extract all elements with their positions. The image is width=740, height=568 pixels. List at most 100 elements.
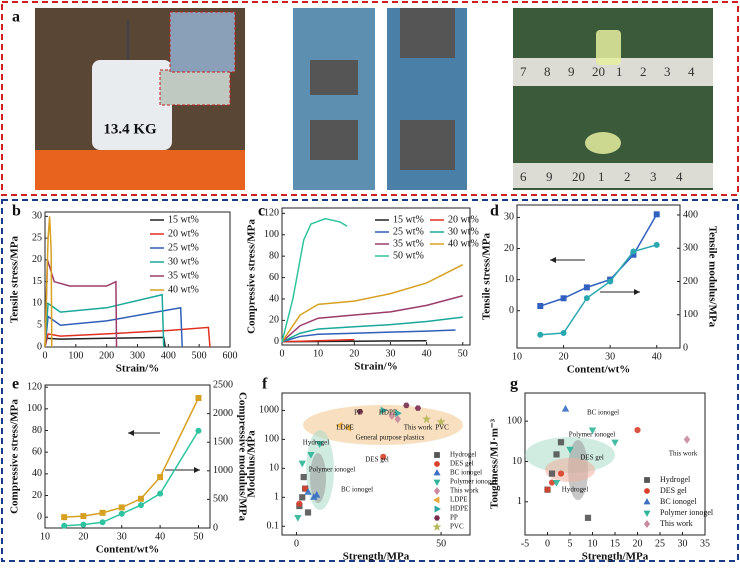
ruler-digit: 20: [572, 169, 585, 184]
x-tick-label: 50: [193, 531, 203, 542]
y-tick-label: 120: [264, 208, 279, 219]
legend-swatch: [643, 498, 651, 505]
marker: [548, 470, 556, 477]
marker: [335, 421, 343, 430]
photo-3: [513, 8, 713, 190]
legend-label: BC ionogel: [660, 497, 697, 506]
x-tick-label: 0: [43, 350, 48, 361]
legend-label: Hydrogel: [450, 451, 476, 459]
ruler-digit: 20: [592, 64, 605, 79]
annotation: LDPE: [336, 424, 354, 432]
chart: c 0 10 20 30 40 50 0 20 40 60 80 100 120 Strain/% Compr…: [246, 203, 479, 373]
legend-swatch: [643, 520, 651, 528]
marker: [299, 494, 306, 501]
series-line: [281, 316, 463, 343]
series-line: [281, 329, 456, 343]
arrow-head: [550, 257, 556, 263]
marker: [99, 509, 106, 516]
y2-tick-label: 200: [683, 276, 698, 287]
marker: [653, 241, 660, 248]
marker: [157, 490, 164, 497]
legend-swatch: [434, 515, 440, 521]
x-tick-label: 500: [192, 350, 207, 361]
legend-label: This work: [660, 519, 693, 528]
y2-tick-label: 500: [213, 494, 228, 505]
y-tick-label: 1: [517, 496, 522, 507]
weight-label: 13.4 KG: [103, 121, 157, 137]
legend-label: PP: [450, 514, 458, 522]
annotation: DES gel: [580, 454, 604, 462]
marker: [583, 295, 590, 302]
x-tick-label: 30: [678, 538, 688, 549]
y-tick-label: 60: [269, 272, 279, 283]
legend-label: 30 wt%: [168, 256, 199, 267]
annotation: This work: [669, 450, 698, 458]
plot-frame: [44, 384, 211, 529]
panel-label: f: [262, 376, 268, 393]
series-line: [281, 217, 348, 342]
y-tick-label: 20: [32, 490, 42, 501]
series-line: [281, 295, 463, 343]
marker: [118, 504, 125, 511]
marker: [296, 500, 303, 507]
ruler-digit: 9: [568, 64, 575, 79]
panel-label: a: [12, 9, 20, 26]
marker: [137, 495, 144, 502]
marker: [380, 453, 387, 460]
x-tick-label: 20: [633, 538, 643, 549]
legend-swatch: [643, 510, 651, 517]
x-tick-label: 20: [349, 348, 359, 359]
series-line: [44, 293, 165, 348]
legend-swatch: [433, 469, 441, 476]
y-axis-title: Tensile stress/MPa: [481, 232, 493, 320]
marker: [195, 427, 202, 434]
marker: [560, 330, 567, 337]
marker: [294, 514, 302, 522]
legend-swatch: [433, 487, 441, 495]
marker: [436, 417, 446, 427]
x-tick-label: 50: [436, 538, 446, 549]
x-tick-label: 50: [458, 348, 468, 359]
series-line: [281, 264, 464, 343]
x-axis-title: Strength/MPa: [343, 551, 410, 563]
y-axis-title: Tensile stress/MPa: [9, 235, 21, 323]
legend-label: 15 wt%: [393, 214, 424, 225]
x-tick-label: 20: [78, 531, 88, 542]
plot-frame: [44, 211, 231, 348]
legend-label: Polymer ionogel: [660, 508, 714, 517]
legend-label: 20 wt%: [448, 214, 479, 225]
series-line: [64, 430, 200, 527]
marker: [313, 490, 321, 498]
x-tick-label: 10: [588, 538, 598, 549]
marker: [653, 211, 660, 218]
region: [303, 405, 463, 445]
panel-bottom-frame: [1, 199, 739, 562]
y-tick-label: 10: [269, 463, 279, 474]
chart: f 0 50 0.1 1 10 100 1000 Strength/MPa Modulus/MPa…: [246, 376, 497, 563]
x-axis-title: Strength/MPa: [582, 551, 649, 563]
annotation: BC ionogel: [587, 409, 619, 417]
x-tick-label: 40: [155, 531, 165, 542]
marker: [630, 248, 637, 255]
y-axis-title: Toughness/MJ·m⁻³: [489, 418, 501, 509]
chart: d10 20 30 4001020300100200300400Content/wt%…: [481, 203, 719, 376]
marker: [422, 414, 432, 424]
annotation: Hydrogel: [303, 439, 329, 447]
region: [310, 453, 326, 503]
y-tick-label: 10: [512, 456, 522, 467]
ruler-digit: 2: [624, 169, 631, 184]
panel-label: e: [12, 376, 19, 393]
ruler-digit: 4: [688, 64, 695, 79]
y2-tick-label: 300: [683, 243, 698, 254]
marker: [61, 522, 68, 529]
series-line: [281, 338, 355, 343]
x-tick-label: 10: [512, 351, 522, 362]
legend-label: 20 wt%: [168, 228, 199, 239]
y-tick-label: 1000: [259, 405, 279, 416]
plot-frame: [516, 204, 681, 349]
y-tick-label: 10: [504, 274, 514, 285]
chart: g -5 0 5 10 15 20 25 30 35 1 10 100 Strength/MPa Tough…: [489, 376, 714, 563]
ruler-digit: 2: [640, 64, 647, 79]
marker: [557, 439, 565, 446]
